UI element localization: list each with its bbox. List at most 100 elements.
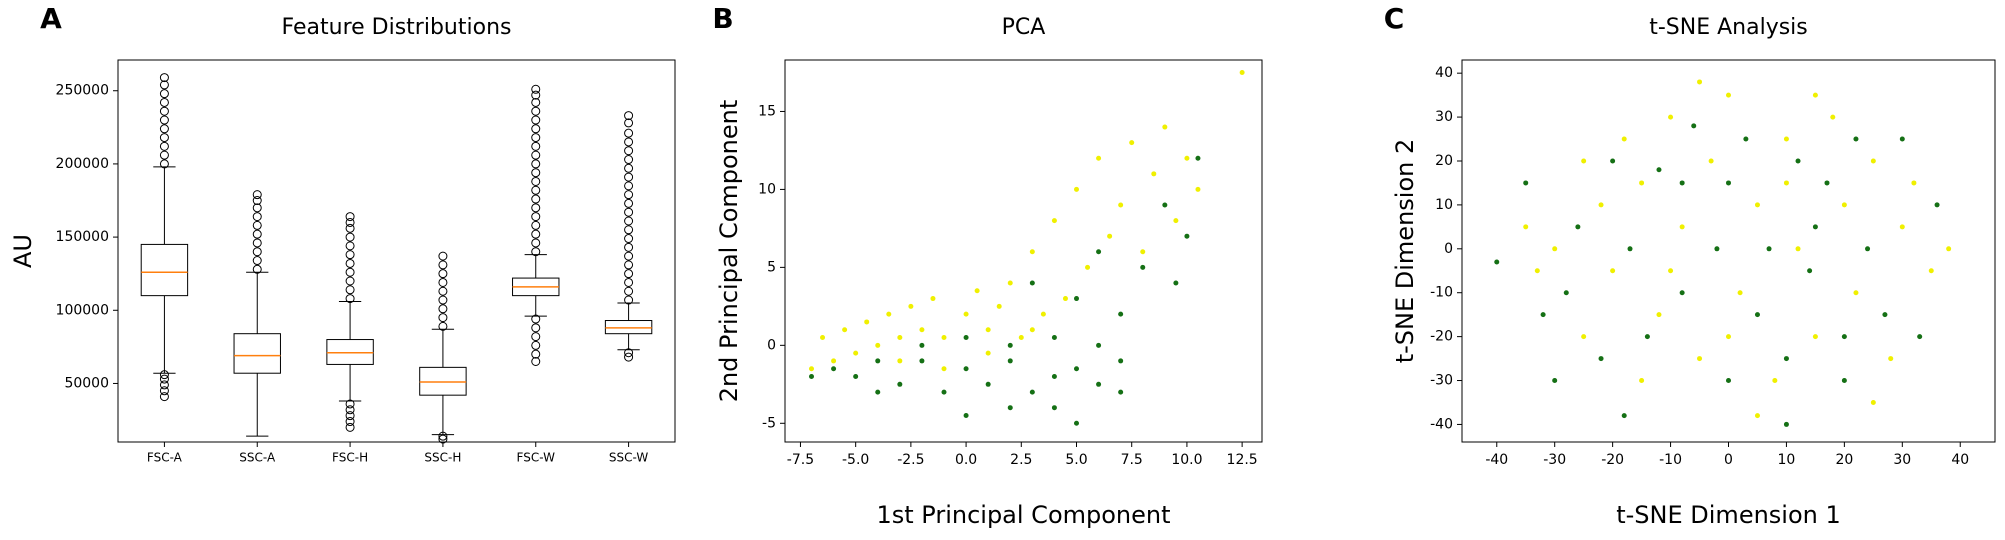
point bbox=[1708, 158, 1714, 164]
flier bbox=[531, 194, 541, 204]
x-tick-label: -40 bbox=[1485, 452, 1508, 468]
point bbox=[820, 335, 826, 341]
point bbox=[941, 335, 947, 341]
point bbox=[1598, 356, 1604, 362]
point bbox=[1737, 290, 1743, 296]
flier bbox=[624, 137, 634, 147]
flier bbox=[531, 357, 541, 367]
y-tick-label: 5 bbox=[767, 259, 776, 275]
point bbox=[1195, 186, 1201, 192]
flier bbox=[438, 251, 448, 261]
point bbox=[963, 412, 969, 418]
x-tick-label: -2.5 bbox=[897, 452, 924, 468]
point bbox=[1743, 136, 1749, 142]
flier bbox=[531, 340, 541, 350]
point bbox=[1096, 381, 1102, 387]
point bbox=[1007, 405, 1013, 411]
flier bbox=[345, 217, 355, 227]
flier bbox=[159, 73, 169, 83]
x-tick-label: FSC-A bbox=[147, 451, 183, 465]
point bbox=[1074, 296, 1079, 302]
flier bbox=[531, 247, 541, 257]
point bbox=[1795, 246, 1801, 252]
flier bbox=[438, 321, 448, 331]
point bbox=[1581, 334, 1587, 340]
point bbox=[1697, 79, 1703, 85]
x-tick-label: 10 bbox=[1778, 452, 1796, 468]
point bbox=[1639, 180, 1645, 186]
flier bbox=[531, 133, 541, 143]
flier bbox=[624, 198, 634, 208]
y-tick-label: 0 bbox=[1444, 241, 1453, 257]
point bbox=[1184, 155, 1190, 161]
point bbox=[1853, 136, 1859, 142]
flier bbox=[159, 115, 169, 125]
flier bbox=[159, 380, 169, 390]
point bbox=[1726, 92, 1731, 98]
point bbox=[1830, 114, 1836, 120]
point bbox=[1679, 224, 1685, 230]
chart-title: Feature Distributions bbox=[282, 15, 512, 40]
flier bbox=[252, 220, 262, 230]
plot-frame bbox=[784, 59, 1263, 443]
point bbox=[1085, 264, 1091, 270]
point bbox=[875, 342, 881, 348]
point bbox=[1074, 366, 1079, 372]
flier bbox=[252, 229, 262, 239]
flier bbox=[159, 124, 169, 134]
flier bbox=[438, 286, 448, 296]
flier bbox=[252, 238, 262, 248]
point bbox=[1668, 114, 1674, 120]
x-axis-label: 1st Principal Component bbox=[876, 501, 1170, 529]
point bbox=[1807, 268, 1813, 274]
point bbox=[963, 366, 969, 372]
x-tick-label: -10 bbox=[1659, 452, 1682, 468]
point bbox=[1540, 312, 1546, 318]
point bbox=[1184, 233, 1190, 239]
point bbox=[1007, 358, 1013, 364]
flier bbox=[531, 159, 541, 169]
flier bbox=[252, 196, 262, 206]
flier bbox=[531, 90, 541, 100]
point bbox=[1129, 140, 1135, 146]
point bbox=[963, 311, 969, 317]
point bbox=[941, 389, 947, 395]
point bbox=[1029, 389, 1035, 395]
flier bbox=[159, 106, 169, 116]
point bbox=[1563, 290, 1569, 296]
flier bbox=[345, 422, 355, 432]
point bbox=[1195, 155, 1201, 161]
point bbox=[897, 381, 903, 387]
x-tick-label: -20 bbox=[1601, 452, 1624, 468]
flier bbox=[531, 349, 541, 359]
point bbox=[1140, 249, 1146, 255]
point bbox=[1899, 136, 1905, 142]
flier bbox=[159, 370, 169, 380]
y-tick-label: -40 bbox=[1430, 416, 1453, 432]
flier bbox=[531, 185, 541, 195]
y-tick-label: 200000 bbox=[56, 156, 109, 172]
flier bbox=[624, 286, 634, 296]
point bbox=[1726, 180, 1731, 186]
flier bbox=[345, 285, 355, 295]
flier bbox=[531, 203, 541, 213]
point bbox=[974, 288, 980, 294]
point bbox=[809, 374, 814, 380]
point bbox=[1644, 334, 1650, 340]
y-tick-label: -20 bbox=[1430, 329, 1453, 345]
y-axis-label: AU bbox=[9, 234, 37, 268]
x-tick-label: 7.5 bbox=[1121, 452, 1143, 468]
flier bbox=[345, 258, 355, 268]
flier bbox=[345, 232, 355, 242]
flier bbox=[345, 250, 355, 260]
point bbox=[1841, 202, 1847, 208]
point bbox=[1581, 158, 1587, 164]
flier bbox=[531, 176, 541, 186]
point bbox=[875, 389, 881, 395]
flier bbox=[531, 238, 541, 248]
flier bbox=[159, 133, 169, 143]
point bbox=[1575, 224, 1581, 230]
flier bbox=[624, 216, 634, 226]
y-tick-label: -10 bbox=[1430, 285, 1453, 301]
